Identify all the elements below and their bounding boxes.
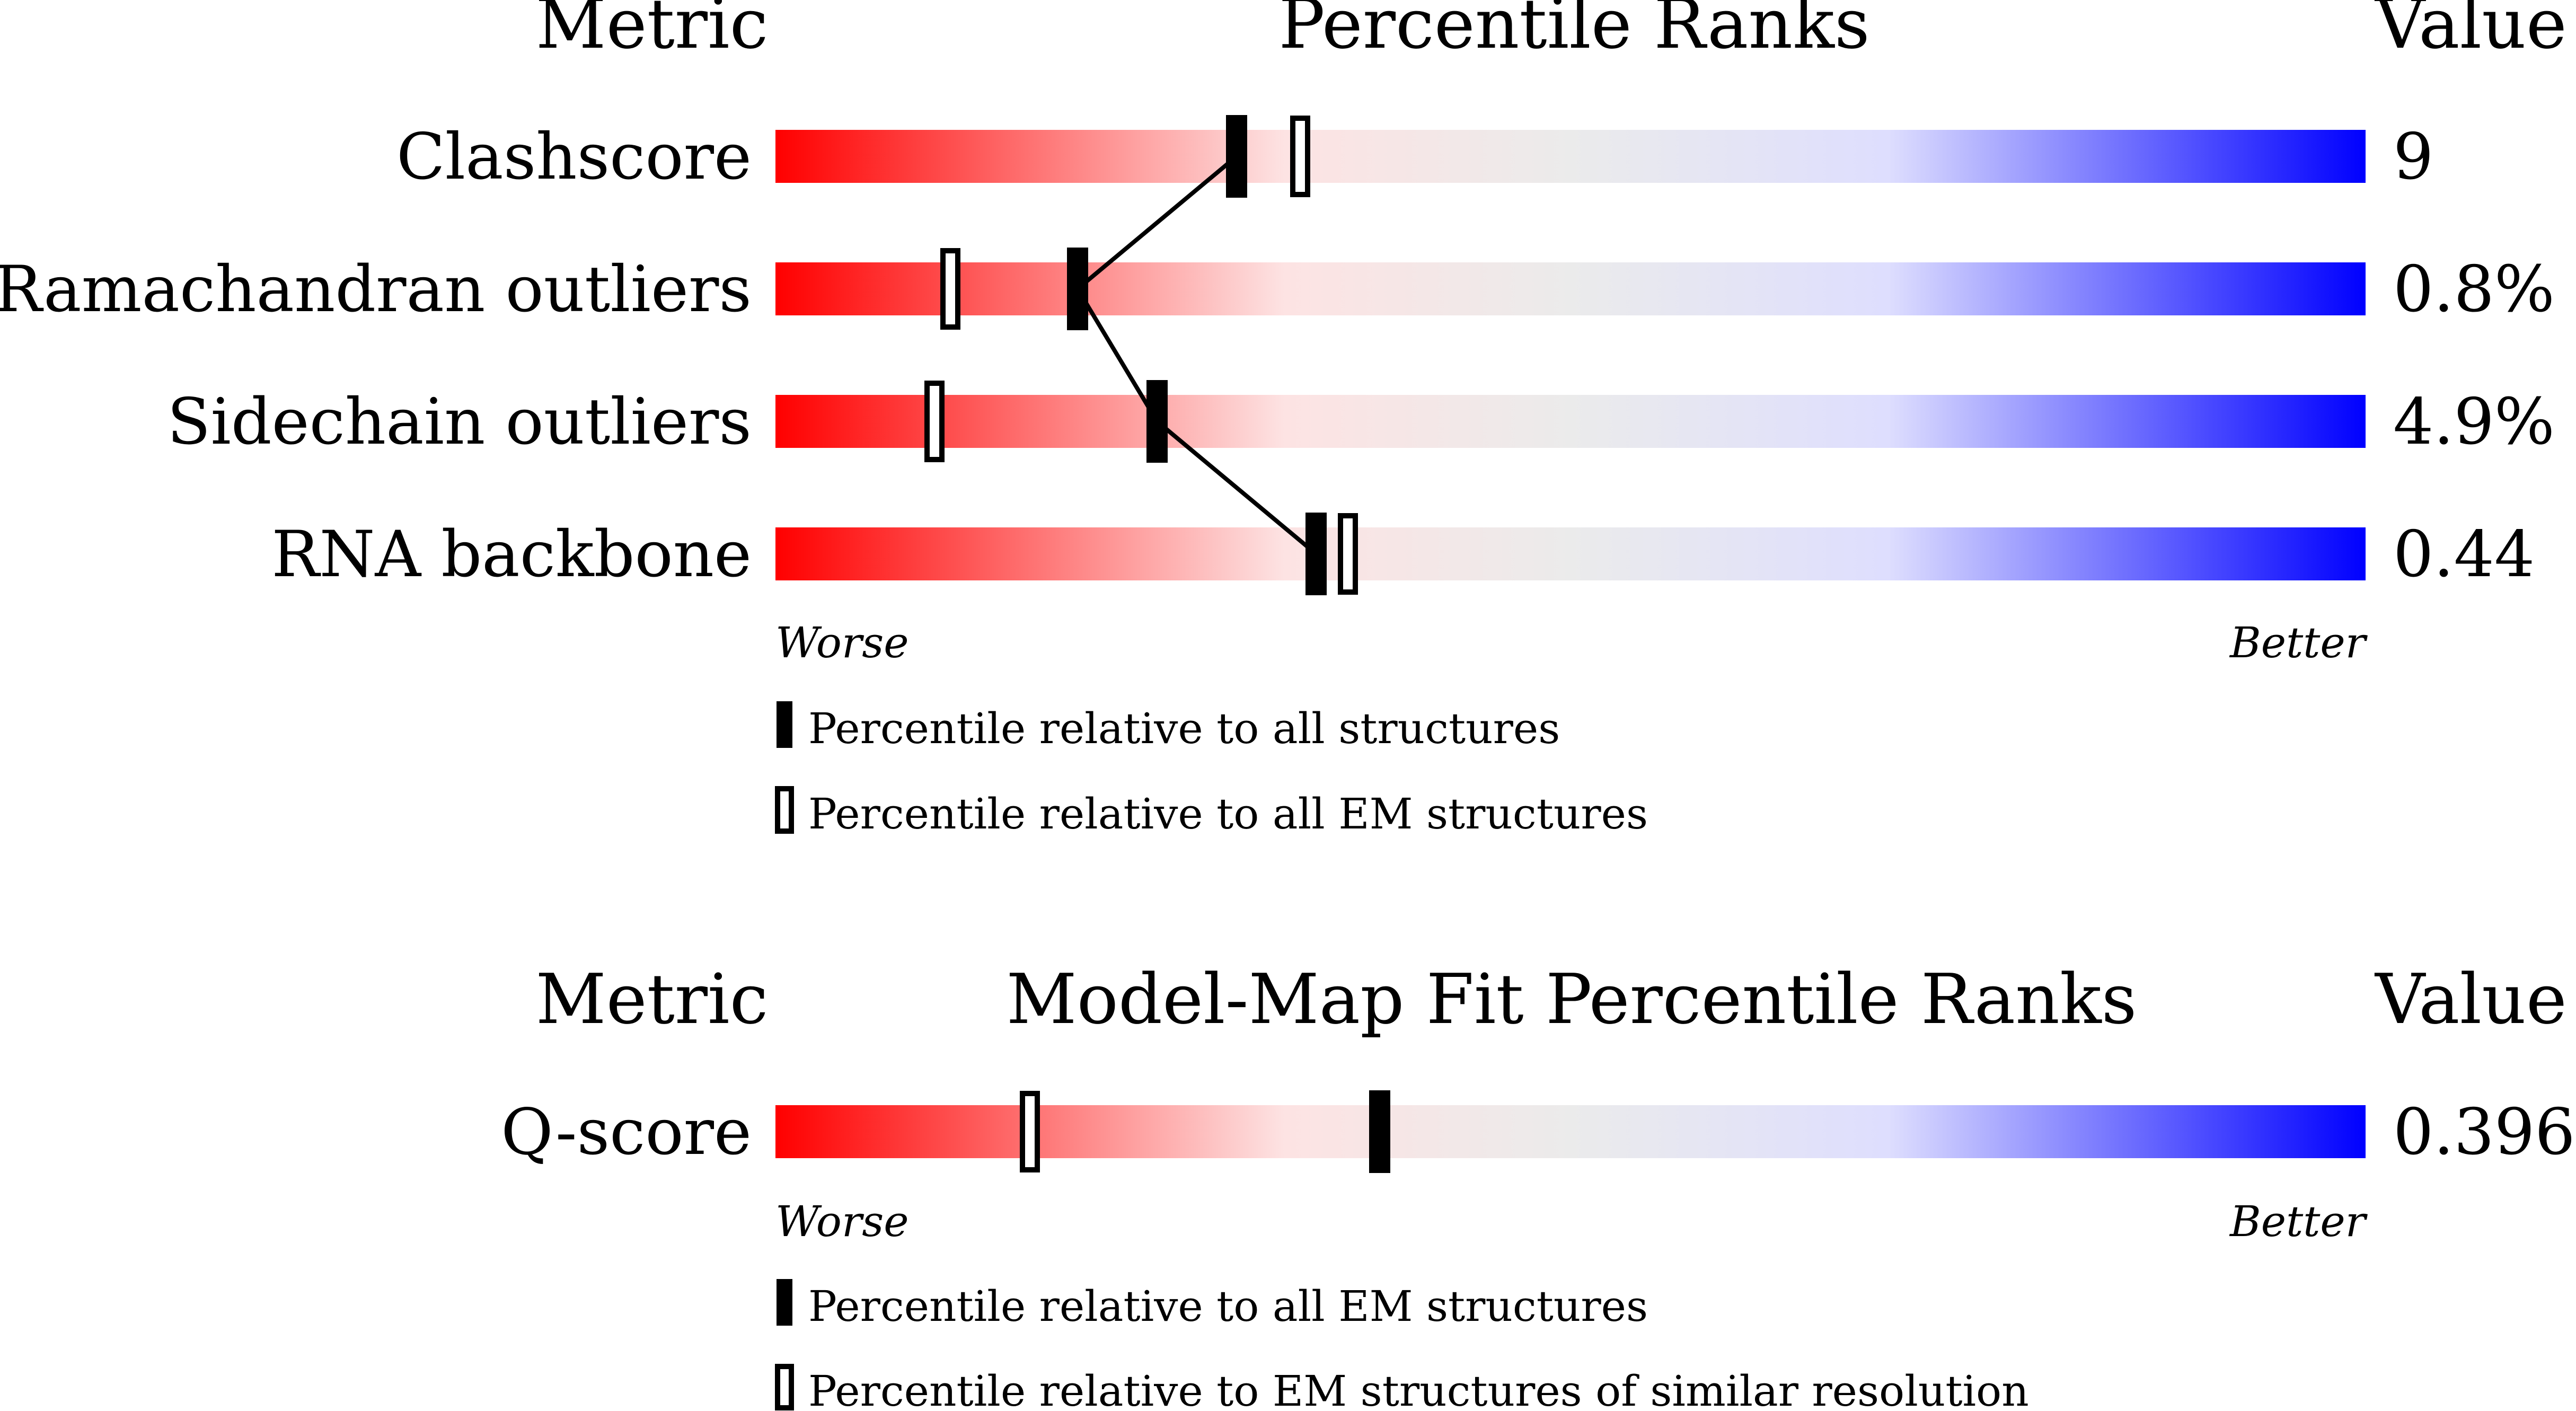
em-percentile-marker [1338, 513, 1358, 595]
legend-open-marker-icon [775, 1364, 794, 1410]
metric-rows: Q-score 0.396 [501, 1096, 2575, 1169]
legend-open-text: Percentile relative to EM structures of … [808, 1366, 2029, 1411]
percentile-markers [1020, 1090, 1390, 1173]
percentile-connectors [1075, 154, 1318, 556]
all-percentile-marker [1305, 513, 1327, 595]
percentile-connector-line [1076, 154, 1238, 291]
all-percentile-marker [1067, 248, 1088, 330]
metric-label: Clashscore [396, 120, 752, 194]
metric-label: Q-score [501, 1096, 752, 1169]
all-percentile-marker [1226, 115, 1247, 198]
legend-filled-marker-icon [777, 701, 792, 748]
all-percentile-marker [1146, 380, 1168, 463]
metric-value: 9 [2393, 120, 2433, 194]
metric-value: 0.44 [2393, 518, 2535, 592]
metric-label: RNA backbone [271, 518, 752, 592]
legend-filled-marker-icon [777, 1279, 792, 1326]
percentile-ranks-panel: Metric Percentile Ranks Value Clashscore… [0, 0, 2567, 839]
metric-value: 4.9% [2393, 385, 2555, 459]
metric-label: Sidechain outliers [167, 385, 752, 459]
percentile-markers [924, 115, 1358, 595]
em-percentile-marker [1290, 116, 1310, 197]
metric-value: 0.396 [2393, 1096, 2575, 1169]
em-percentile-marker [924, 381, 945, 462]
better-label: Better [2229, 1197, 2368, 1246]
percentile-bar [775, 395, 2366, 448]
percentile-bar [775, 527, 2366, 580]
panel-title: Model-Map Fit Percentile Ranks [1007, 959, 2137, 1039]
legend-filled-text: Percentile relative to all EM structures [808, 1282, 1648, 1331]
legend: Percentile relative to all EM structures… [775, 1279, 2029, 1411]
worse-label: Worse [775, 618, 909, 667]
legend: Percentile relative to all structures Pe… [775, 701, 1648, 839]
percentile-connector-line [1075, 287, 1159, 423]
percentile-bar [775, 262, 2366, 315]
metric-rows: Clashscore 9 Ramachandran outliers 0.8% Side… [0, 120, 2555, 592]
worse-label: Worse [775, 1197, 909, 1246]
metric-value: 0.8% [2393, 253, 2555, 327]
percentile-bar [775, 130, 2366, 183]
em-percentile-marker [1020, 1091, 1040, 1172]
panel-title: Percentile Ranks [1278, 0, 1869, 64]
legend-open-marker-icon [775, 786, 794, 834]
legend-open-text: Percentile relative to all EM structures [808, 789, 1648, 839]
metric-header: Metric [536, 0, 769, 64]
metric-label: Ramachandran outliers [0, 253, 752, 327]
value-header: Value [2374, 959, 2567, 1039]
all-percentile-marker [1369, 1090, 1390, 1173]
better-label: Better [2229, 618, 2368, 667]
em-percentile-marker [940, 248, 960, 330]
value-header: Value [2374, 0, 2567, 64]
percentile-connector-line [1155, 419, 1318, 556]
model-map-fit-panel: Metric Model-Map Fit Percentile Ranks Va… [501, 959, 2575, 1411]
legend-filled-text: Percentile relative to all structures [808, 704, 1560, 753]
metric-header: Metric [536, 959, 769, 1039]
percentile-bar [775, 1105, 2366, 1158]
